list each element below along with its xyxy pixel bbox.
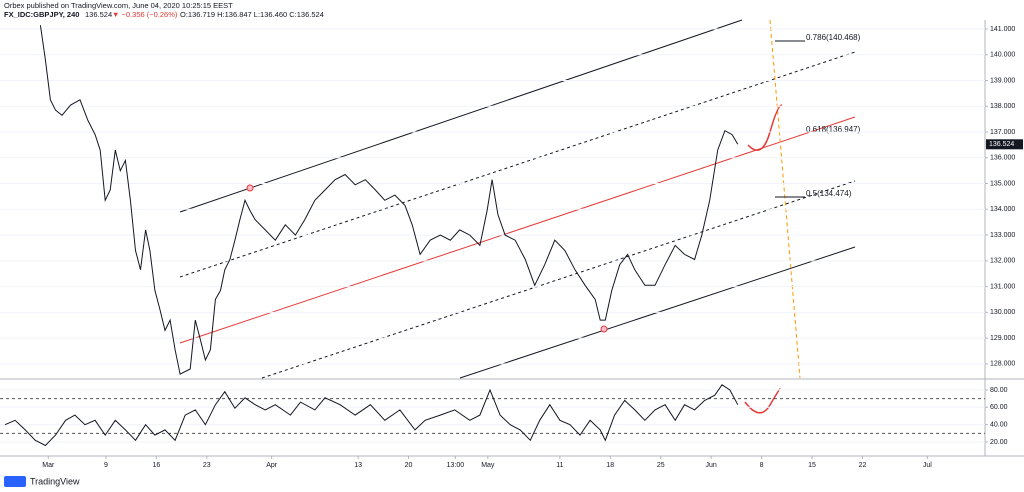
publisher: Orbex published on TradingView.com, June…: [4, 1, 233, 10]
x-tick-label: Apr: [266, 462, 278, 469]
symbol: FX_IDC:GBPJPY, 240: [4, 10, 79, 19]
x-tick-label: Jul: [923, 462, 932, 469]
x-tick-label: 9: [104, 462, 108, 469]
x-tick-label: 20: [405, 462, 413, 469]
x-tick-label: 15: [808, 462, 816, 469]
y-tick-label: 137.000: [990, 129, 1015, 136]
last-price-box: [986, 139, 1023, 150]
x-tick-label: 16: [152, 462, 160, 469]
y-tick-label: 60.00: [990, 404, 1008, 411]
fib-time-line: [769, 19, 801, 379]
x-tick-label: 23: [203, 462, 211, 469]
y-tick-label: 134.000: [990, 206, 1015, 213]
series-line: [39, 25, 739, 375]
fib-label: 0.618(136.947): [806, 125, 861, 134]
y-tick-label: 130.000: [990, 309, 1015, 316]
fib-label: 0.5(134.474): [806, 189, 852, 198]
ohlc: O:136.719 H:136.847 L:136.460 C:136.524: [180, 10, 324, 19]
x-tick-label: 25: [657, 462, 665, 469]
x-tick-label: 8: [760, 462, 764, 469]
y-tick-label: 136.000: [990, 155, 1015, 162]
channel-median: [179, 116, 856, 344]
y-tick-label: 40.00: [990, 421, 1008, 428]
y-tick-label: 80.00: [990, 387, 1008, 394]
x-tick-label: Jun: [706, 462, 717, 469]
y-tick-label: 129.000: [990, 335, 1015, 342]
x-tick-label: May: [481, 462, 495, 469]
y-tick-label: 139.000: [990, 77, 1015, 84]
y-tick-label: 131.000: [990, 283, 1015, 290]
channel-lower-mid: [261, 180, 856, 379]
fib-label: 0.786(140.468): [806, 33, 861, 42]
y-tick-label: 141.000: [990, 26, 1015, 33]
x-tick-label: 22: [859, 462, 867, 469]
x-tick-label: 13: [354, 462, 362, 469]
y-tick-label: 132.000: [990, 258, 1015, 265]
price: 136.524: [85, 10, 112, 19]
x-tick-label: Mar: [42, 462, 55, 469]
brand: TradingView: [30, 476, 80, 486]
x-tick-label: 13:00: [447, 462, 465, 469]
x-tick-label: 18: [606, 462, 614, 469]
y-tick-label: 20.00: [990, 439, 1008, 446]
series-line: [4, 384, 739, 447]
y-tick-label: 138.000: [990, 103, 1015, 110]
x-tick-label: 11: [556, 462, 563, 469]
last-price-label: 136.524: [989, 141, 1014, 148]
pivot-marker: [246, 184, 254, 192]
y-tick-label: 133.000: [990, 232, 1015, 239]
change: ▼ −0.356 (−0.26%): [112, 10, 178, 19]
pivot-marker: [600, 325, 608, 333]
channel-upper-mid: [179, 51, 856, 278]
y-tick-label: 135.000: [990, 180, 1015, 187]
logo: [4, 476, 26, 487]
y-tick-label: 128.000: [990, 361, 1015, 368]
y-tick-label: 140.000: [990, 52, 1015, 59]
channel-upper: [179, 19, 743, 213]
channel: [179, 19, 856, 414]
